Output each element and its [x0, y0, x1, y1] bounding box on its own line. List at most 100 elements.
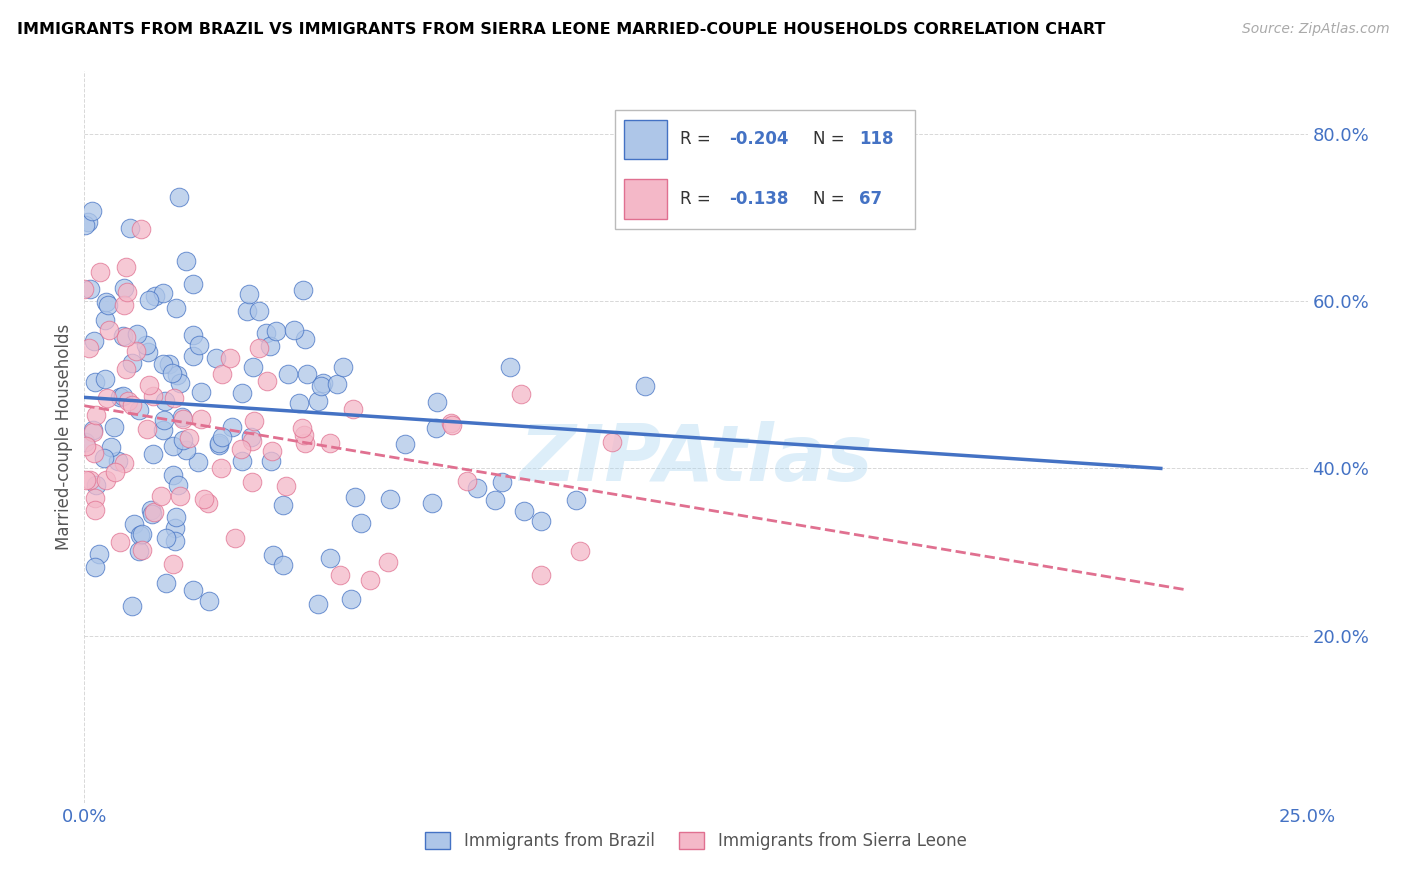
FancyBboxPatch shape	[624, 120, 668, 160]
Text: N =: N =	[813, 130, 849, 148]
Point	[79, 473, 101, 487]
Point	[162, 439, 184, 453]
Point	[100, 440, 122, 454]
Text: -0.138: -0.138	[730, 190, 789, 208]
Point	[456, 474, 478, 488]
Point	[197, 496, 219, 510]
Point	[112, 281, 135, 295]
Point	[167, 478, 190, 492]
Point	[288, 395, 311, 409]
Point	[97, 322, 120, 336]
Text: IMMIGRANTS FROM BRAZIL VS IMMIGRANTS FROM SIERRA LEONE MARRIED-COUPLE HOUSEHOLDS: IMMIGRANTS FROM BRAZIL VS IMMIGRANTS FRO…	[17, 22, 1105, 37]
Point	[110, 534, 132, 549]
Point	[394, 437, 416, 451]
Point	[128, 528, 150, 542]
Point	[247, 342, 270, 356]
Point	[115, 330, 138, 344]
Point	[75, 438, 97, 452]
Point	[530, 514, 553, 528]
Point	[491, 475, 513, 490]
Point	[153, 413, 176, 427]
Point	[292, 283, 315, 297]
Point	[568, 544, 591, 558]
Point	[117, 393, 139, 408]
Point	[141, 503, 163, 517]
Point	[484, 492, 506, 507]
Point	[208, 438, 231, 452]
Point	[183, 277, 205, 291]
Point	[125, 327, 148, 342]
Point	[294, 436, 316, 450]
Point	[96, 473, 118, 487]
Text: N =: N =	[813, 190, 849, 208]
Point	[142, 389, 165, 403]
Point	[120, 221, 142, 235]
Point	[108, 391, 131, 405]
Point	[238, 287, 260, 301]
Point	[294, 332, 316, 346]
Point	[82, 425, 104, 439]
Point	[128, 544, 150, 558]
Point	[174, 443, 197, 458]
Point	[205, 351, 228, 366]
Point	[79, 282, 101, 296]
Point	[166, 368, 188, 382]
Point	[163, 391, 186, 405]
Point	[319, 551, 342, 566]
Point	[165, 301, 187, 315]
Point	[162, 557, 184, 571]
FancyBboxPatch shape	[614, 110, 915, 229]
Point	[165, 510, 187, 524]
Point	[84, 503, 107, 517]
Point	[121, 356, 143, 370]
Point	[112, 456, 135, 470]
Point	[262, 548, 284, 562]
Point	[75, 473, 97, 487]
Point	[242, 360, 264, 375]
Point	[277, 368, 299, 382]
Point	[343, 490, 366, 504]
Point	[138, 293, 160, 307]
Point	[633, 378, 655, 392]
Point	[240, 434, 263, 448]
Point	[172, 434, 194, 448]
Legend: Immigrants from Brazil, Immigrants from Sierra Leone: Immigrants from Brazil, Immigrants from …	[419, 825, 973, 856]
Point	[115, 285, 138, 300]
Point	[291, 421, 314, 435]
Point	[342, 402, 364, 417]
Point	[187, 455, 209, 469]
Text: -0.204: -0.204	[730, 130, 789, 148]
Point	[94, 372, 117, 386]
Point	[103, 420, 125, 434]
Point	[247, 303, 270, 318]
Point	[231, 442, 253, 457]
Text: R =: R =	[679, 190, 721, 208]
Point	[77, 341, 100, 355]
Point	[530, 567, 553, 582]
Point	[340, 591, 363, 606]
FancyBboxPatch shape	[624, 179, 668, 219]
Point	[162, 467, 184, 482]
Point	[112, 298, 135, 312]
Point	[377, 555, 399, 569]
Point	[142, 447, 165, 461]
Point	[260, 454, 283, 468]
Point	[138, 377, 160, 392]
Point	[193, 492, 215, 507]
Point	[510, 387, 533, 401]
Point	[307, 598, 329, 612]
Point	[83, 491, 105, 505]
Point	[136, 422, 159, 436]
Point	[111, 389, 134, 403]
Point	[169, 376, 191, 390]
Point	[271, 558, 294, 572]
Point	[75, 434, 97, 449]
Point	[153, 394, 176, 409]
Point	[136, 344, 159, 359]
Point	[332, 359, 354, 374]
Point	[426, 395, 449, 409]
Point	[104, 465, 127, 479]
Point	[262, 443, 284, 458]
Point	[602, 435, 624, 450]
Point	[190, 412, 212, 426]
